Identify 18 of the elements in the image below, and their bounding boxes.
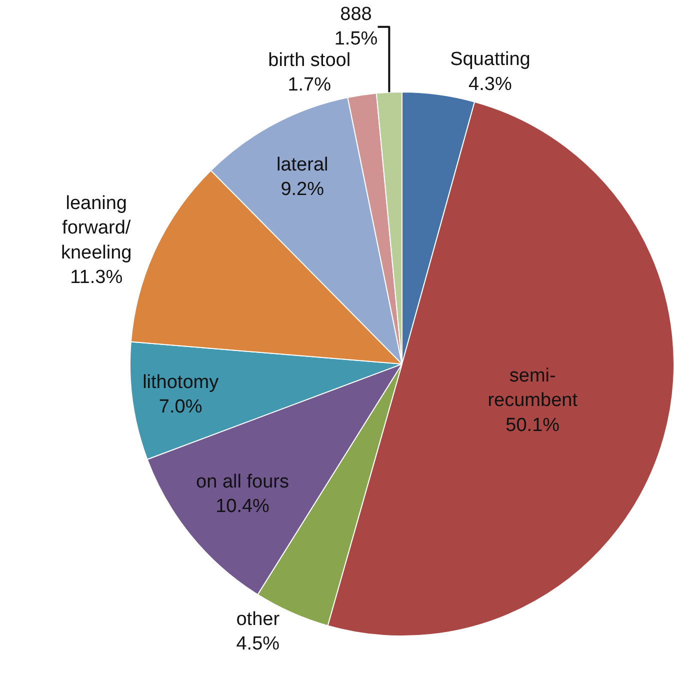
data-label: 1.7% [288,74,332,96]
slice-label: birth stool [268,50,351,71]
slice-label: leaning forward/kneeling [60,192,132,264]
data-label: 1.5% [334,28,378,50]
slice-label: on all fours [196,471,289,492]
data-label: 7.0% [158,396,202,418]
data-label: 50.1% [506,414,560,436]
data-label: 4.5% [236,634,280,655]
slice-label: semi-recumbent [488,366,578,412]
slice-label: lateral [276,154,328,176]
data-label: 4.3% [468,74,512,95]
data-label: 11.3% [70,267,123,288]
slice-label: 888 [340,4,372,26]
data-label: 9.2% [280,179,324,200]
slice-label: other [236,608,280,630]
slice-label: lithotomy [142,372,220,393]
slice-label: Squatting [450,49,530,70]
data-label: 10.4% [216,496,270,518]
